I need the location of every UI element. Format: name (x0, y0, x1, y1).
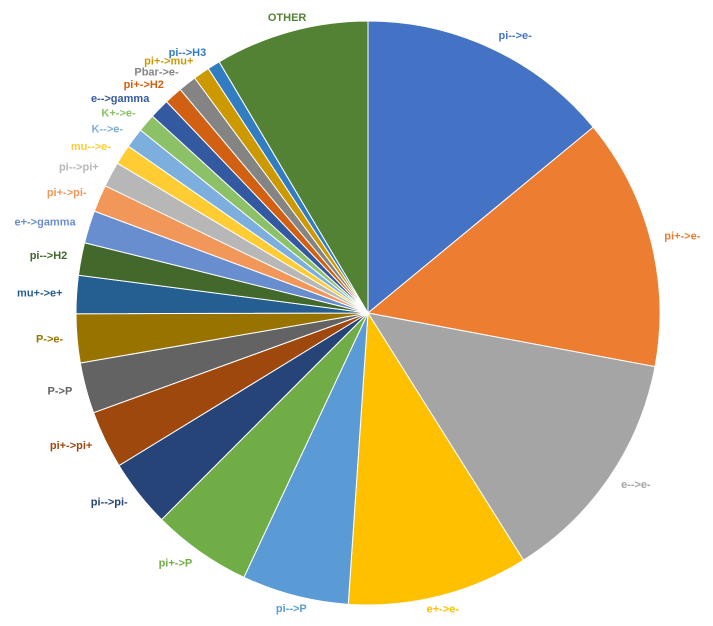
pie-slice (366, 126, 661, 368)
pie-slice (347, 311, 525, 606)
slice-label: pi+->P (159, 557, 193, 569)
slice-label: pi-->pi+ (59, 162, 99, 174)
slice-label: e+->gamma (14, 217, 76, 229)
slice-label: mu-->e- (71, 141, 111, 153)
slice-label: Pbar->e- (134, 66, 179, 78)
slice-label: P->e- (36, 334, 64, 346)
pie-slice (366, 312, 656, 561)
slice-label: e-->e- (621, 479, 651, 491)
slice-label: e+->e- (427, 604, 460, 616)
slice-label: pi-->H2 (30, 250, 68, 262)
slice-label: pi+->pi- (47, 187, 87, 199)
slice-label: pi-->pi- (91, 496, 128, 508)
slice-label: P->P (48, 386, 73, 398)
slice-label: pi+->e- (664, 230, 700, 242)
slice-label: K+->e- (101, 108, 136, 120)
pie-slice (218, 20, 369, 315)
slice-label: pi+->mu+ (144, 56, 193, 68)
slice-label: pi+->pi+ (50, 440, 93, 452)
slice-label: pi-->e- (498, 30, 532, 42)
slice-label: e-->gamma (91, 93, 150, 105)
slice-label: K-->e- (92, 124, 124, 136)
slice-label: pi-->P (276, 603, 307, 615)
slice-label: pi+->H2 (124, 79, 164, 91)
slice-label: mu+->e+ (17, 287, 63, 299)
slice-label: OTHER (268, 12, 307, 24)
slice-label: pi-->H3 (169, 47, 207, 59)
pie-slice (367, 20, 594, 315)
